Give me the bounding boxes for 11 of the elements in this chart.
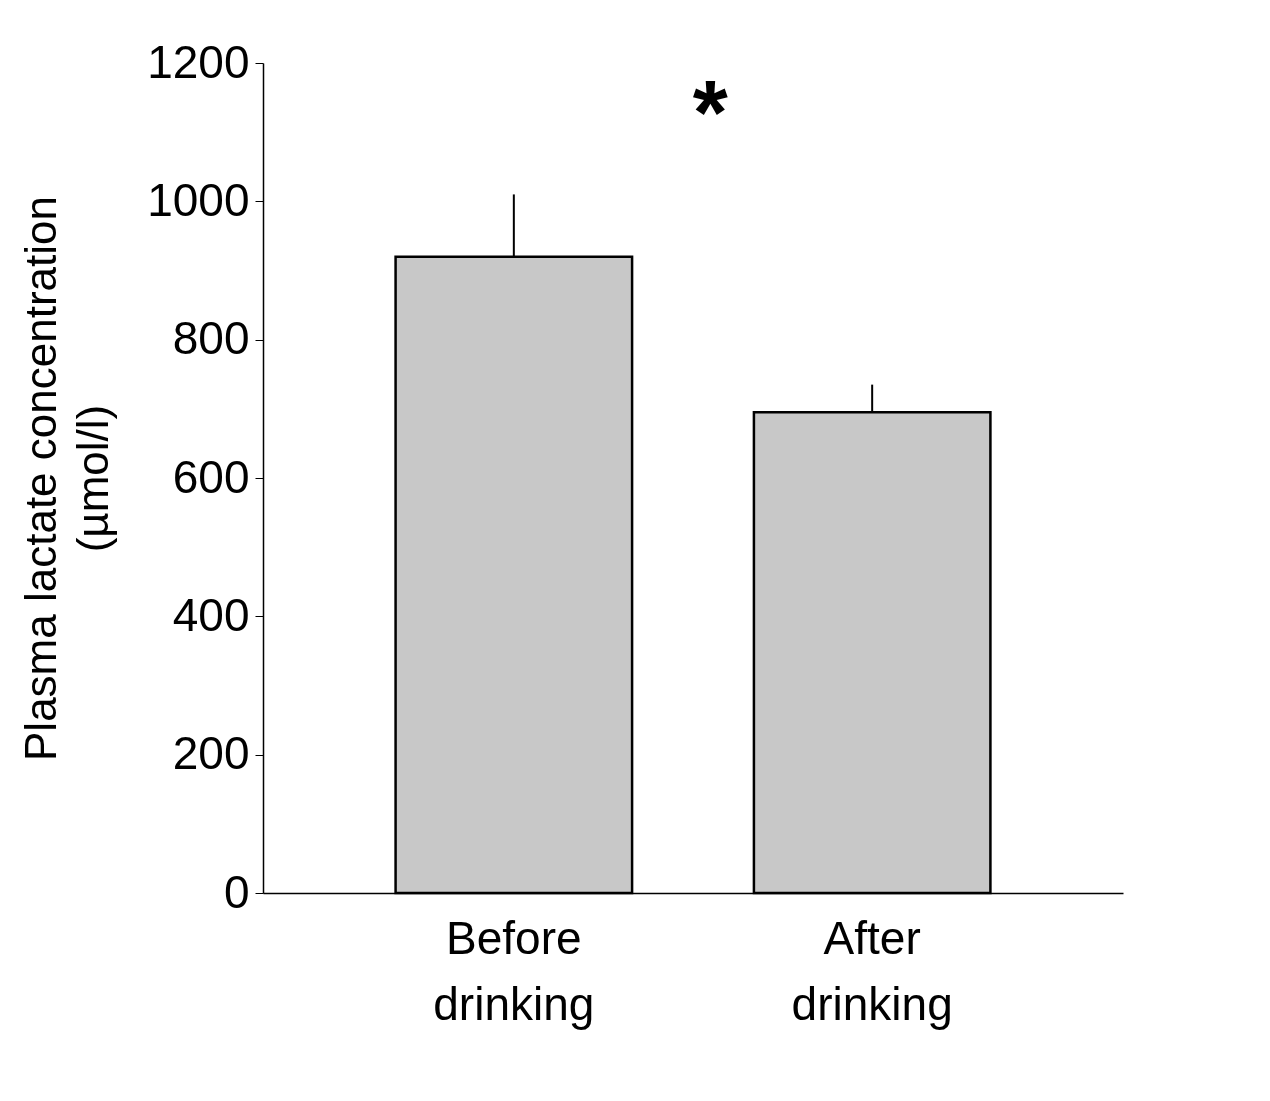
- annotation: *: [692, 63, 728, 163]
- y-tick-label: 1000: [147, 173, 250, 226]
- y-tick-label: 1200: [147, 35, 250, 88]
- y-tick-label: 800: [172, 312, 250, 365]
- y-tick-label: 600: [172, 450, 250, 503]
- y-tick-label: 200: [172, 727, 250, 780]
- x-tick-label: After drinking: [791, 911, 953, 1030]
- y-tick-label: 400: [172, 588, 250, 641]
- y-axis-title: Plasma lactate concentration (µmol/l): [16, 196, 118, 761]
- y-tick-label: 0: [223, 865, 250, 918]
- x-tick-label: Before drinking: [433, 911, 595, 1030]
